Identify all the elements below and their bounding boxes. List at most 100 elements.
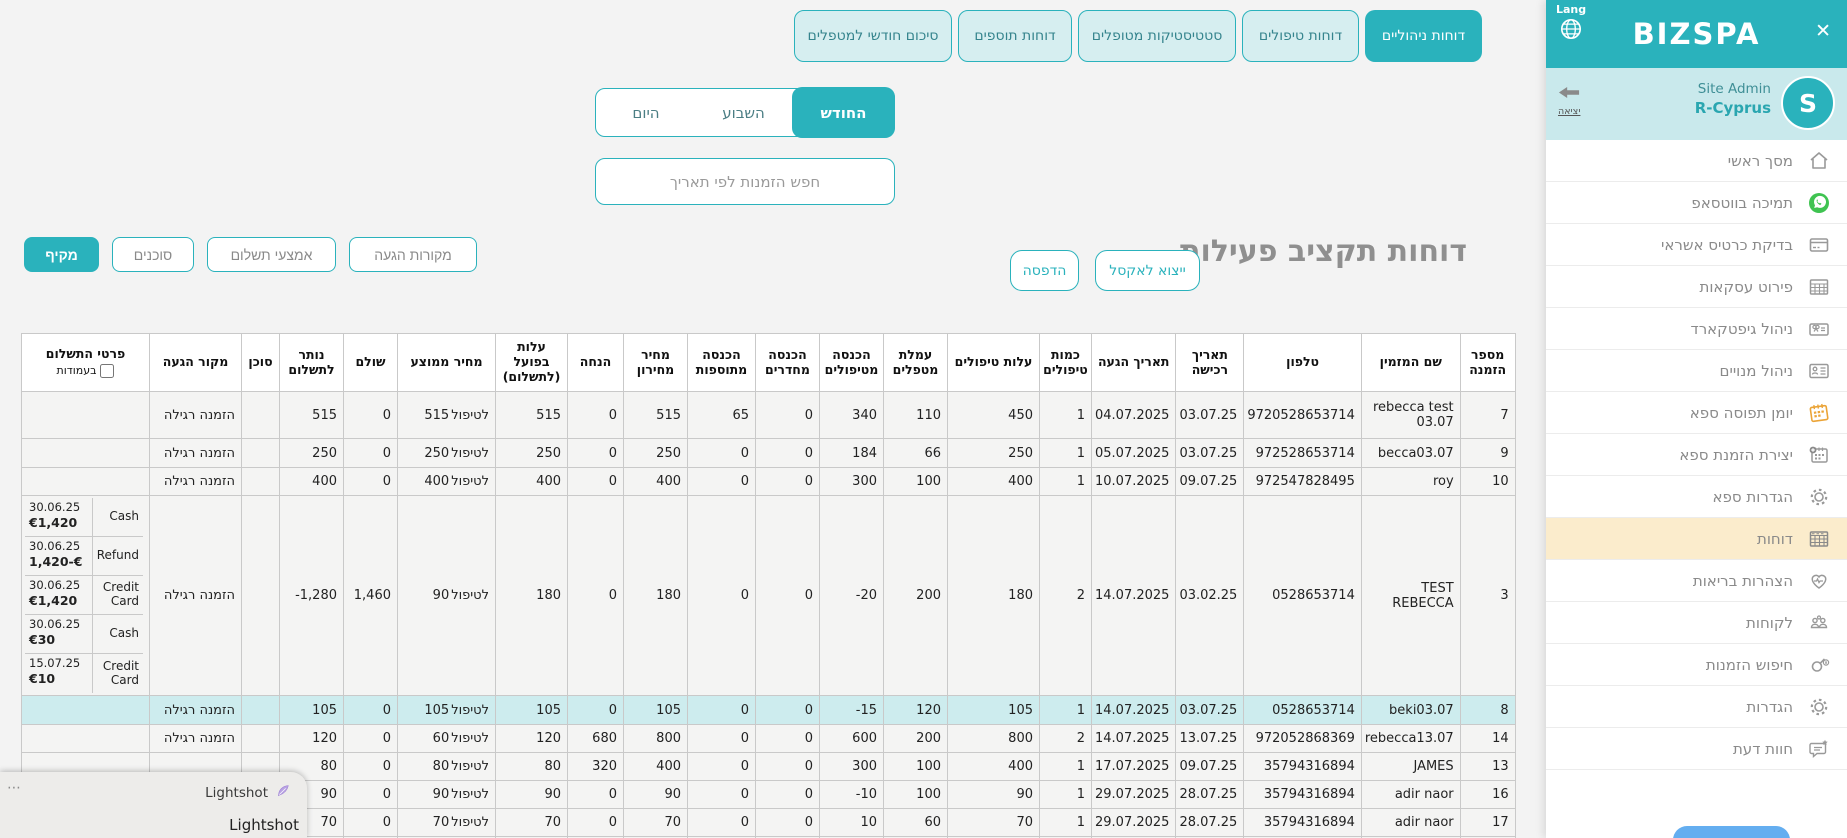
cell-phone: 972052868369 [1243, 724, 1362, 753]
whatsapp-icon [1805, 190, 1833, 216]
cell-treatments_cost: 105 [947, 695, 1040, 725]
table-row[interactable]: 13 JAMES 35794316894 09.07.25 17.07.2025 1 400… [21, 752, 1516, 781]
sidebar-item-10[interactable]: הצהרות בריאות [1546, 560, 1847, 602]
sidebar-item-4[interactable]: ניהול גיפטקארד [1546, 308, 1847, 350]
globe-icon [1558, 18, 1584, 46]
health-declaration-icon [1805, 568, 1833, 594]
cell-income_rooms: 0 [755, 808, 820, 837]
col-header-arrival_date: תאריך הגעה [1090, 333, 1177, 392]
cell-remaining: 400 [279, 467, 344, 496]
cell-payment_details: 30.06.25 €1,420 Cash 30.06.25 1,420-€ Refund 3… [21, 495, 150, 696]
cell-list_price: 515 [623, 391, 688, 439]
sidebar-item-3[interactable]: פירוט עסקאות [1546, 266, 1847, 308]
cell-commission: 100 [883, 780, 948, 809]
sidebar-item-5[interactable]: ניהול מנויים [1546, 350, 1847, 392]
sidebar-item-label: חוות דעת [1732, 739, 1793, 758]
close-icon[interactable]: ✕ [1815, 20, 1831, 42]
cell-actual_cost: 70 [495, 808, 568, 837]
sidebar-header: Lang BIZSPA ✕ [1546, 0, 1847, 68]
cell-list_price [623, 836, 688, 838]
sidebar-bottom-button[interactable] [1673, 826, 1790, 838]
report-tab-2[interactable]: סטטיסטיקות מטופלים [1078, 10, 1236, 62]
cell-income_rooms: 0 [755, 495, 820, 696]
lightshot-menu-item[interactable]: Lightshot [205, 783, 291, 803]
cell-agent [241, 391, 280, 439]
filter-button-2[interactable]: אמצעי תשלום [207, 237, 336, 272]
home-icon [1805, 148, 1833, 174]
report-tab-4[interactable]: סיכום חודשי למטפלים [794, 10, 952, 62]
reports-table-icon [1805, 526, 1833, 552]
cell-actual_cost: 90 [495, 780, 568, 809]
cell-name: adir naor [1360, 808, 1461, 837]
table-row[interactable]: 8 beki03.07 0528653714 03.07.25 14.07.2025 1 1… [21, 695, 1516, 725]
logout-control[interactable]: יציאה [1558, 84, 1580, 117]
page-title: דוחות תקציב פעילות [1179, 234, 1467, 269]
cell-income_addons: 0 [687, 695, 756, 725]
report-tab-1[interactable]: דוחות טיפולים [1242, 10, 1359, 62]
cell-qty: 1 [1039, 391, 1092, 439]
sidebar-item-7[interactable]: יצירת הזמנת ספא [1546, 434, 1847, 476]
cell-discount: 0 [567, 438, 624, 468]
sidebar-item-label: תמיכה בווטסאפ [1691, 193, 1793, 212]
payment-columns-checkbox[interactable] [100, 364, 115, 379]
subscribers-icon [1805, 358, 1833, 384]
cell-paid: 0 [343, 391, 398, 439]
cell-purchase_date: 09.07.25 [1175, 752, 1245, 781]
cell-discount: 0 [567, 391, 624, 439]
cell-order_number: 17 [1459, 808, 1516, 837]
lightshot-overlay: ⋯ Lightshot Lightshot [0, 772, 307, 838]
period-tab-2[interactable]: היום [632, 103, 660, 122]
avatar[interactable]: S [1781, 76, 1835, 130]
sidebar-subheader: יציאה Site Admin R-Cyprus S [1546, 68, 1847, 140]
cell-phone: 972528653714 [1243, 438, 1362, 468]
report-tab-0[interactable]: דוחות ניהוליים [1365, 10, 1482, 62]
filter-button-1[interactable]: סוכנים [112, 237, 194, 272]
cell-list_price: 800 [623, 724, 688, 753]
cell-name: rebecca test 03.07 [1360, 391, 1461, 439]
cell-paid: 0 [343, 695, 398, 725]
payment-date-amount: 30.06.25 €1,420 [25, 498, 94, 537]
sidebar-item-11[interactable]: לקוחות [1546, 602, 1847, 644]
cell-name [1360, 836, 1461, 838]
cell-discount: 0 [567, 495, 624, 696]
cell-income_treatments: 600 [819, 724, 884, 753]
cell-order_number: 7 [1459, 391, 1516, 439]
cell-income_addons: 0 [687, 724, 756, 753]
cell-order_number: 16 [1459, 780, 1516, 809]
period-tab-0[interactable]: החודש [792, 87, 895, 138]
cell-agent [241, 724, 280, 753]
search-input[interactable] [596, 159, 894, 204]
sidebar-item-12[interactable]: חיפוש הזמנות [1546, 644, 1847, 686]
filter-button-0[interactable]: מקיף [24, 237, 99, 272]
cell-order_number [1459, 836, 1516, 838]
sidebar-item-9[interactable]: דוחות [1546, 518, 1847, 560]
sidebar-item-2[interactable]: בדיקת כרטיס אשראי [1546, 224, 1847, 266]
period-tab-1[interactable]: השבוע [722, 103, 765, 122]
language-switcher[interactable]: Lang [1556, 3, 1586, 46]
cell-income_treatments: 340 [819, 391, 884, 439]
sidebar-item-14[interactable]: חוות דעת [1546, 728, 1847, 770]
sidebar-item-0[interactable]: מסך ראשי [1546, 140, 1847, 182]
filter-button-3[interactable]: מקורות הגעה [349, 237, 477, 272]
cell-commission: 100 [883, 752, 948, 781]
report-tab-3[interactable]: דוחות תוספים [958, 10, 1072, 62]
print-button[interactable]: הדפסה [1010, 250, 1079, 291]
table-row[interactable]: 9 becca03.07 972528653714 03.07.25 05.07.202… [21, 438, 1516, 468]
sidebar-item-8[interactable]: הגדרות ספא [1546, 476, 1847, 518]
table-row[interactable]: 3 TEST REBECCA 0528653714 03.02.25 14.07.202… [21, 495, 1516, 696]
export-excel-button[interactable]: ייצוא לאקסל [1095, 250, 1200, 291]
cell-payment_details [21, 438, 150, 468]
table-row[interactable] [21, 836, 1516, 838]
payment-date-amount: 30.06.25 1,420-€ [25, 537, 94, 576]
sidebar-item-6[interactable]: יומן תפוסה ספא [1546, 392, 1847, 434]
credit-card-icon [1805, 232, 1833, 258]
cell-avg_price: 90 לטיפול [397, 780, 496, 809]
sidebar-item-13[interactable]: הגדרות [1546, 686, 1847, 728]
cell-purchase_date: 28.07.25 [1175, 780, 1245, 809]
cell-avg_price: 515 לטיפול [397, 391, 496, 439]
sidebar-item-1[interactable]: תמיכה בווטסאפ [1546, 182, 1847, 224]
table-row[interactable]: 14 rebecca13.07 972052868369 13.07.25 14.07.… [21, 724, 1516, 753]
payment-method: Credit Card [93, 576, 143, 615]
table-row[interactable]: 10 roy 972547828495 09.07.25 10.07.2025 1 400 1… [21, 467, 1516, 496]
table-row[interactable]: 7 rebecca test 03.07 9720528653714 03.07.25… [21, 391, 1516, 439]
